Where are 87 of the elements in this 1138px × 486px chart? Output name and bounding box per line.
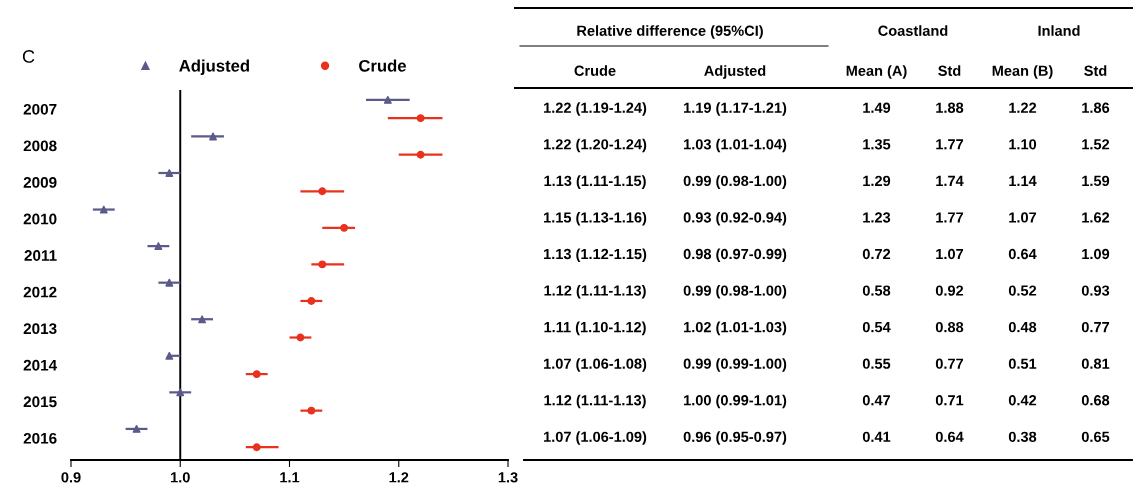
category-label: Mean (B) [992,65,1053,79]
text: Crude [574,65,616,76]
text: 0.38 [1008,431,1037,442]
text: 1.59 [1082,175,1110,187]
text: 0.41 [862,431,891,442]
y-tick-label: 2015 [23,396,57,408]
data-label: 1.15 (1.13-1.16) [544,211,647,226]
text: 0.92 [935,285,964,296]
y-tick-label: 2016 [23,432,57,444]
category-label: Std [938,65,961,76]
x-tick-label: 1.1 [280,472,300,483]
text: 1.49 [863,102,891,113]
text: 0.54 [862,321,891,333]
data-label: 1.12 (1.11-1.13) [544,394,646,409]
category-label: Mean (A) [846,65,907,79]
data-label: 0.98 (0.97-0.99) [683,248,787,263]
x-tick-label: 0.9 [61,472,81,483]
data-label: 1.07 (1.06-1.09) [544,431,647,445]
text: 0.77 [935,358,964,369]
x-tick-label: 1.0 [171,472,190,483]
text: 1.10 [1009,139,1037,150]
text: 1.09 [1082,248,1110,260]
text: Adjusted [704,65,766,79]
text: 0.42 [1008,395,1037,406]
data-label: 0.96 (0.95-0.97) [683,431,787,445]
text: Relative difference (95%CI) [577,25,763,39]
y-tick-label: 2007 [23,103,57,115]
text: 1.62 [1082,212,1110,223]
data-label: 1.07 (1.06-1.08) [544,358,647,372]
text: 0.47 [862,395,891,406]
chart-title: C [22,50,35,63]
text: 0.72 [862,248,891,260]
text: 1.07 [936,248,964,260]
text: 0.65 [1081,431,1110,442]
category-label: Std [1084,65,1107,76]
text: 1.77 [936,212,964,223]
text: 0.55 [862,358,891,369]
data-label: 0.99 (0.98-1.00) [683,285,787,299]
text: 0.68 [1081,395,1110,406]
text: 0.48 [1008,321,1037,333]
text: 1.07 [1009,212,1037,223]
data-label: 1.22 (1.19-1.24) [544,102,647,116]
y-tick-label: 2008 [23,140,57,152]
text: 1.22 [1009,102,1037,113]
text: 0.77 [1081,321,1110,333]
y-tick-label: 2012 [23,286,57,298]
data-label: 1.02 (1.01-1.03) [684,321,787,336]
data-label: 1.13 (1.11-1.15) [544,175,646,189]
text: 1.86 [1082,102,1110,113]
data-label: 0.99 (0.98-1.00) [683,175,787,189]
text: 1.29 [863,175,891,187]
text: 1.23 [863,212,891,223]
data-label: 1.22 (1.20-1.24) [544,138,647,153]
data-label: 1.12 (1.11-1.13) [544,285,646,299]
y-tick-label: 2014 [23,359,58,371]
x-tick-label: 1.2 [389,472,409,483]
text: 1.35 [863,139,891,150]
text: 1.77 [936,139,964,150]
text: 0.93 [1081,285,1110,296]
text: Inland [1038,25,1080,36]
text: 0.64 [1008,248,1037,260]
text: 1.88 [936,102,964,113]
text: 0.58 [862,285,891,296]
y-tick-label: 2011 [24,250,57,261]
text: 1.14 [1009,175,1037,186]
text: 0.64 [935,431,964,442]
text: 1.52 [1082,139,1110,150]
y-tick-label: 2009 [23,177,57,188]
text: 1.74 [936,175,964,186]
data-label: 0.99 (0.99-1.00) [683,358,787,372]
data-label: 1.13 (1.12-1.15) [544,248,647,263]
text: Coastland [878,25,948,36]
text: 0.51 [1008,358,1037,369]
data-label: 1.00 (0.99-1.01) [684,394,787,409]
text: 0.52 [1008,285,1037,296]
y-tick-label: 2013 [23,323,57,335]
y-tick-label: 2010 [23,213,57,225]
text: 0.88 [935,321,964,333]
text: 0.71 [935,395,964,406]
legend-label: Crude [359,59,406,72]
legend-label: Adjusted [179,59,249,75]
x-tick-label: 1.3 [498,472,518,483]
data-label: 1.11 (1.10-1.12) [544,321,646,336]
text: 0.81 [1081,358,1110,369]
data-label: 1.19 (1.17-1.21) [684,102,787,116]
data-label: 0.93 (0.92-0.94) [683,211,787,226]
data-label: 1.03 (1.01-1.04) [684,138,787,153]
